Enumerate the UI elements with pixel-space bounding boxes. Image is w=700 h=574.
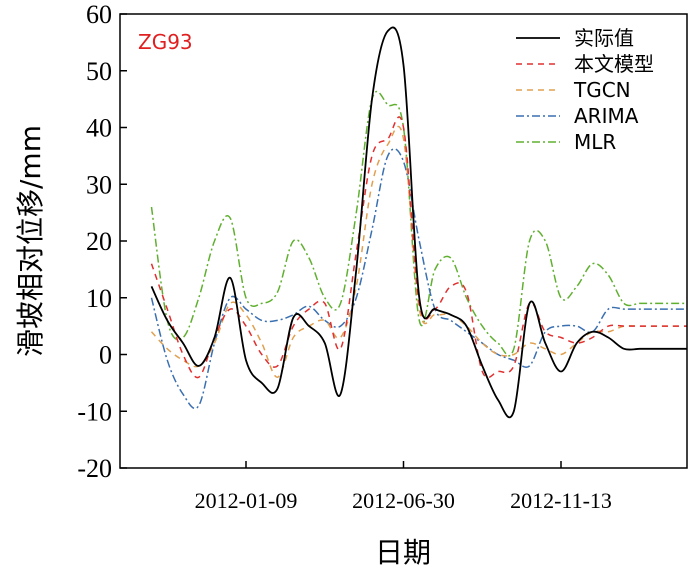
x-axis: 2012-01-09 2012-06-30 2012-11-13 [195, 461, 612, 513]
legend-label: TGCN [573, 78, 631, 102]
y-tick-label: 20 [86, 227, 112, 256]
y-tick-label: 50 [86, 57, 112, 86]
series-line-5 [150, 91, 687, 357]
x-tick-label: 2012-01-09 [195, 488, 298, 513]
legend-label: 实际值 [574, 26, 634, 50]
x-tick-label: 2012-11-13 [510, 488, 612, 513]
x-axis-title: 日期 [375, 536, 431, 569]
y-tick-label: 30 [86, 170, 112, 199]
legend-label: MLR [574, 130, 616, 154]
y-tick-label: 0 [99, 341, 112, 370]
series-layer [150, 26, 687, 419]
x-tick-label: 2012-06-30 [352, 488, 455, 513]
legend-label: ARIMA [574, 104, 639, 128]
series-line-1 [150, 26, 687, 419]
y-axis: -20 -10 0 10 20 30 40 50 60 [77, 0, 127, 483]
y-tick-label: 60 [86, 0, 112, 29]
y-tick-label: 40 [86, 114, 112, 143]
y-tick-label: -10 [77, 397, 112, 426]
y-axis-title: 滑坡相对位移/mm [14, 125, 47, 357]
legend-label: 本文模型 [574, 52, 654, 76]
y-tick-label: 10 [86, 284, 112, 313]
series-line-3 [150, 125, 687, 378]
series-line-4 [150, 148, 687, 410]
chart-annotation: ZG93 [138, 30, 193, 54]
series-line-2 [150, 116, 687, 379]
y-tick-label: -20 [77, 454, 112, 483]
